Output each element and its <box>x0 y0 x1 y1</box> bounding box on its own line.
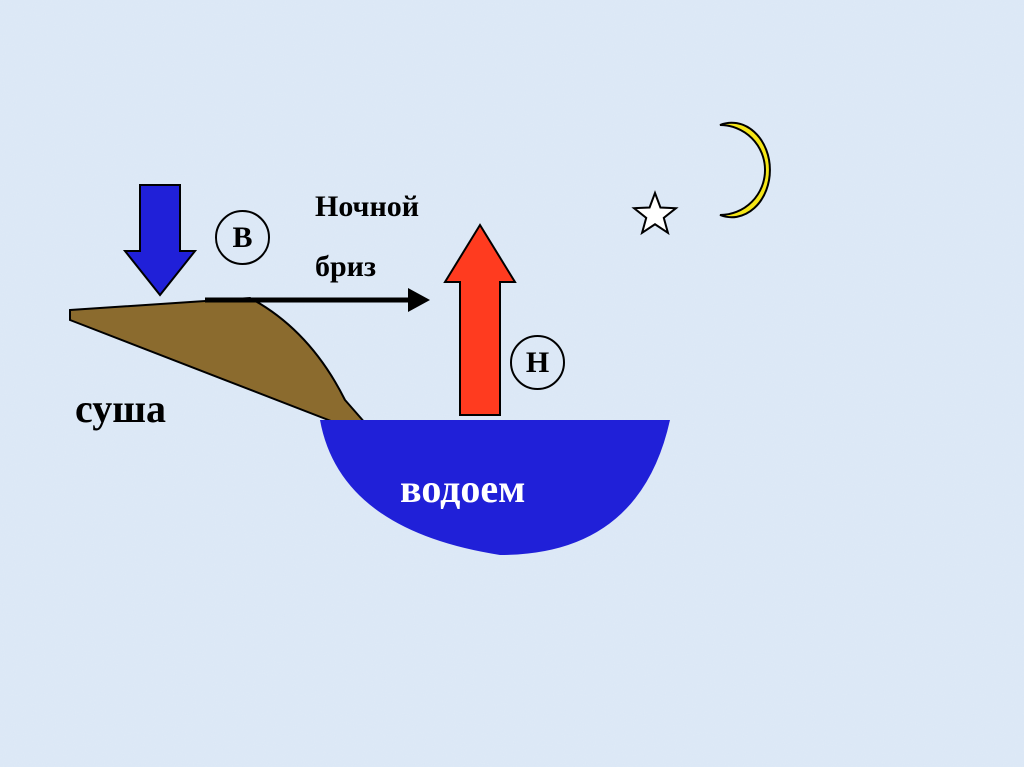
land-label: суша <box>75 385 166 432</box>
title-line-2: бриз <box>315 250 376 284</box>
diagram-canvas <box>0 0 1024 767</box>
water-label: водоем <box>400 465 525 512</box>
circle-high-pressure: В <box>215 210 270 265</box>
background <box>0 0 1024 767</box>
circle-low-pressure: Н <box>510 335 565 390</box>
title-line-1: Ночной <box>315 190 419 224</box>
circle-h-text: Н <box>526 346 549 380</box>
circle-b-text: В <box>232 221 252 255</box>
